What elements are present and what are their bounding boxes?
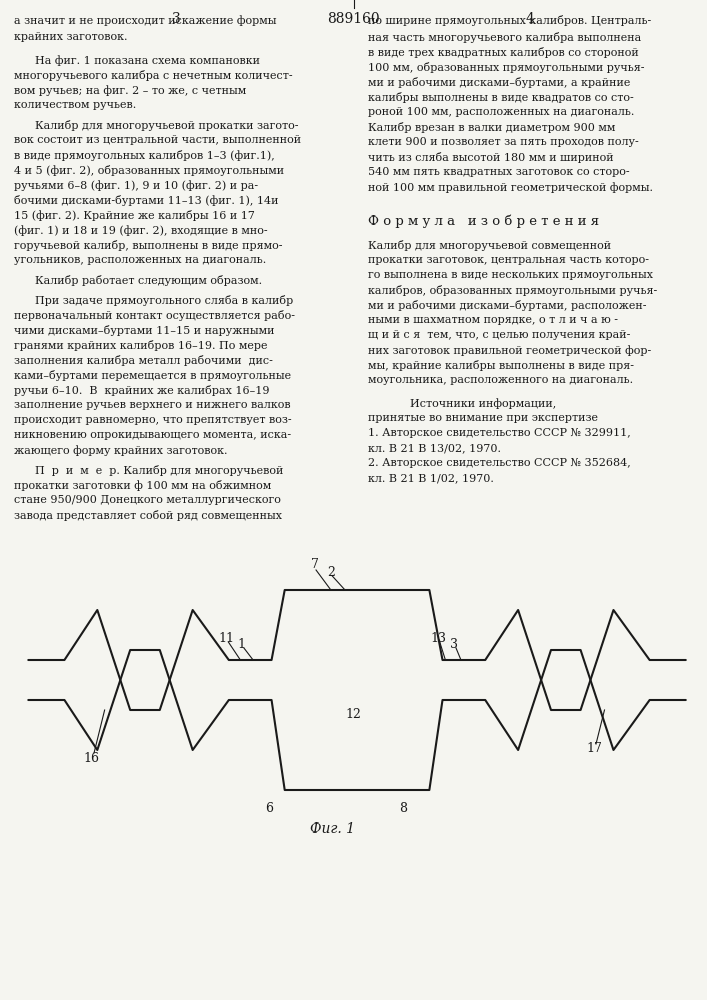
Text: завода представляет собой ряд совмещенных: завода представляет собой ряд совмещенны… [14, 510, 282, 521]
Text: ными в шахматном порядке, о т л и ч а ю -: ными в шахматном порядке, о т л и ч а ю … [368, 315, 618, 325]
Text: чить из сляба высотой 180 мм и шириной: чить из сляба высотой 180 мм и шириной [368, 152, 613, 163]
Text: 2. Авторское свидетельство СССР № 352684,: 2. Авторское свидетельство СССР № 352684… [368, 458, 631, 468]
Text: 15 (фиг. 2). Крайние же калибры 16 и 17: 15 (фиг. 2). Крайние же калибры 16 и 17 [14, 210, 255, 221]
Text: 13: 13 [431, 632, 446, 645]
Text: При задаче прямоугольного сляба в калибр: При задаче прямоугольного сляба в калибр [35, 295, 293, 306]
Text: Калибр для многоручьевой совмещенной: Калибр для многоручьевой совмещенной [368, 240, 611, 251]
Text: На фиг. 1 показана схема компановки: На фиг. 1 показана схема компановки [35, 55, 260, 66]
Text: 17: 17 [586, 742, 602, 754]
Text: Источники информации,: Источники информации, [410, 398, 556, 409]
Text: вок состоит из центральной части, выполненной: вок состоит из центральной части, выполн… [14, 135, 301, 145]
Text: 540 мм пять квадратных заготовок со сторо-: 540 мм пять квадратных заготовок со стор… [368, 167, 629, 177]
Text: Калибр врезан в валки диаметром 900 мм: Калибр врезан в валки диаметром 900 мм [368, 122, 615, 133]
Text: гранями крайних калибров 16–19. По мере: гранями крайних калибров 16–19. По мере [14, 340, 268, 351]
Text: жающего форму крайних заготовок.: жающего форму крайних заготовок. [14, 445, 228, 456]
Text: количеством ручьев.: количеством ручьев. [14, 100, 136, 110]
Text: 1. Авторское свидетельство СССР № 329911,: 1. Авторское свидетельство СССР № 329911… [368, 428, 631, 438]
Text: ручьями 6–8 (фиг. 1), 9 и 10 (фиг. 2) и ра-: ручьями 6–8 (фиг. 1), 9 и 10 (фиг. 2) и … [14, 180, 258, 191]
Text: них заготовок правильной геометрической фор-: них заготовок правильной геометрической … [368, 345, 651, 356]
Text: мы, крайние калибры выполнены в виде пря-: мы, крайние калибры выполнены в виде пря… [368, 360, 633, 371]
Text: крайних заготовок.: крайних заготовок. [14, 32, 128, 42]
Text: ная часть многоручьевого калибра выполнена: ная часть многоручьевого калибра выполне… [368, 32, 641, 43]
Text: кл. В 21 В 1/02, 1970.: кл. В 21 В 1/02, 1970. [368, 473, 493, 483]
Text: в виде прямоугольных калибров 1–3 (фиг.1),: в виде прямоугольных калибров 1–3 (фиг.1… [14, 150, 275, 161]
Text: 3: 3 [450, 639, 458, 652]
Text: 11: 11 [218, 632, 234, 645]
Text: моугольника, расположенного на диагональ.: моугольника, расположенного на диагональ… [368, 375, 633, 385]
Text: 1: 1 [238, 639, 246, 652]
Text: ми и рабочими дисками–буртами, расположен-: ми и рабочими дисками–буртами, расположе… [368, 300, 646, 311]
Text: 4: 4 [526, 12, 534, 26]
Text: 100 мм, образованных прямоугольными ручья-: 100 мм, образованных прямоугольными ручь… [368, 62, 644, 73]
Text: ками–буртами перемещается в прямоугольные: ками–буртами перемещается в прямоугольны… [14, 370, 291, 381]
Text: в виде трех квадратных калибров со стороной: в виде трех квадратных калибров со сторо… [368, 47, 638, 58]
Text: калибров, образованных прямоугольными ручья-: калибров, образованных прямоугольными ру… [368, 285, 657, 296]
Text: 8: 8 [399, 802, 407, 814]
Text: (фиг. 1) и 18 и 19 (фиг. 2), входящие в мно-: (фиг. 1) и 18 и 19 (фиг. 2), входящие в … [14, 225, 268, 236]
Text: 2: 2 [327, 566, 335, 578]
Text: го выполнена в виде нескольких прямоугольных: го выполнена в виде нескольких прямоугол… [368, 270, 653, 280]
Text: прокатки заготовок, центральная часть которо-: прокатки заготовок, центральная часть ко… [368, 255, 648, 265]
Text: никновению опрокидывающего момента, иска-: никновению опрокидывающего момента, иска… [14, 430, 291, 440]
Text: ручьи 6–10.  В  крайних же калибрах 16–19: ручьи 6–10. В крайних же калибрах 16–19 [14, 385, 269, 396]
Text: ной 100 мм правильной геометрической формы.: ной 100 мм правильной геометрической фор… [368, 182, 653, 193]
Text: вом ручьев; на фиг. 2 – то же, с четным: вом ручьев; на фиг. 2 – то же, с четным [14, 85, 247, 96]
Text: П  р  и  м  е  р. Калибр для многоручьевой: П р и м е р. Калибр для многоручьевой [35, 465, 284, 476]
Text: 3: 3 [173, 12, 181, 26]
Text: 889160: 889160 [327, 12, 380, 26]
Text: клети 900 и позволяет за пять проходов полу-: клети 900 и позволяет за пять проходов п… [368, 137, 638, 147]
Text: стане 950/900 Донецкого металлургического: стане 950/900 Донецкого металлургическог… [14, 495, 281, 505]
Text: ми и рабочими дисками–буртами, а крайние: ми и рабочими дисками–буртами, а крайние [368, 77, 630, 88]
Text: 7: 7 [310, 558, 319, 572]
Text: а значит и не происходит искажение формы: а значит и не происходит искажение формы [14, 15, 276, 26]
Text: Фиг. 1: Фиг. 1 [310, 822, 355, 836]
Text: горучьевой калибр, выполнены в виде прямо-: горучьевой калибр, выполнены в виде прям… [14, 240, 283, 251]
Text: калибры выполнены в виде квадратов со сто-: калибры выполнены в виде квадратов со ст… [368, 92, 633, 103]
Text: щ и й с я  тем, что, с целью получения край-: щ и й с я тем, что, с целью получения кр… [368, 330, 630, 340]
Text: Калибр для многоручьевой прокатки загото-: Калибр для многоручьевой прокатки загото… [35, 120, 299, 131]
Text: прокатки заготовки ф 100 мм на обжимном: прокатки заготовки ф 100 мм на обжимном [14, 480, 271, 491]
Text: кл. В 21 В 13/02, 1970.: кл. В 21 В 13/02, 1970. [368, 443, 501, 453]
Text: угольников, расположенных на диагональ.: угольников, расположенных на диагональ. [14, 255, 267, 265]
Text: заполнения калибра металл рабочими  дис-: заполнения калибра металл рабочими дис- [14, 355, 273, 366]
Text: 4 и 5 (фиг. 2), образованных прямоугольными: 4 и 5 (фиг. 2), образованных прямоугольн… [14, 165, 284, 176]
Text: принятые во внимание при экспертизе: принятые во внимание при экспертизе [368, 413, 597, 423]
Text: первоначальный контакт осуществляется рабо-: первоначальный контакт осуществляется ра… [14, 310, 295, 321]
Text: 12: 12 [346, 708, 361, 722]
Text: заполнение ручьев верхнего и нижнего валков: заполнение ручьев верхнего и нижнего вал… [14, 400, 291, 410]
Text: по ширине прямоугольных калибров. Централь-: по ширине прямоугольных калибров. Центра… [368, 15, 651, 26]
Text: Калибр работает следующим образом.: Калибр работает следующим образом. [35, 275, 262, 286]
Text: бочими дисками-буртами 11–13 (фиг. 1), 14и: бочими дисками-буртами 11–13 (фиг. 1), 1… [14, 195, 279, 206]
Text: многоручьевого калибра с нечетным количест-: многоручьевого калибра с нечетным количе… [14, 70, 293, 81]
Text: 16: 16 [84, 752, 100, 764]
Text: роной 100 мм, расположенных на диагональ.: роной 100 мм, расположенных на диагональ… [368, 107, 634, 117]
Text: чими дисками–буртами 11–15 и наружными: чими дисками–буртами 11–15 и наружными [14, 325, 274, 336]
Text: Ф о р м у л а   и з о б р е т е н и я: Ф о р м у л а и з о б р е т е н и я [368, 215, 599, 229]
Text: 6: 6 [264, 802, 273, 814]
Text: происходит равномерно, что препятствует воз-: происходит равномерно, что препятствует … [14, 415, 292, 425]
